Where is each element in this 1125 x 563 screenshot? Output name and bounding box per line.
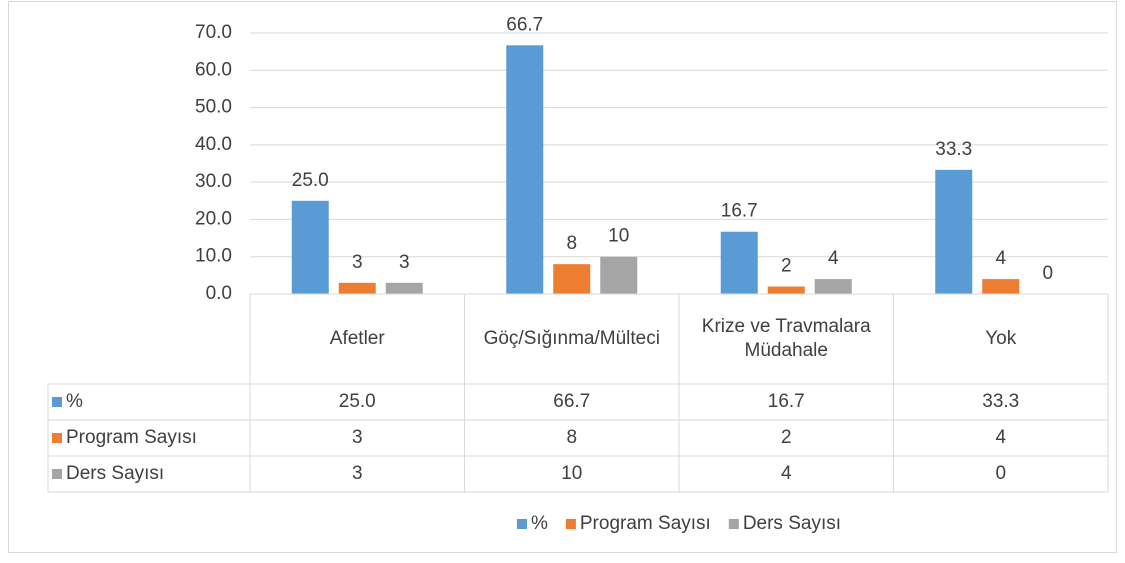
table-row-label: %	[66, 391, 83, 412]
y-tick-label: 0.0	[206, 283, 232, 304]
data-label: 3	[399, 252, 410, 273]
legend-label: %	[531, 513, 548, 534]
table-cell: 16.7	[768, 391, 805, 412]
data-label: 0	[1042, 263, 1053, 284]
x-tick-cell: Afetler	[329, 328, 385, 349]
table-cell: 3	[352, 427, 363, 448]
data-label: 4	[828, 248, 839, 269]
bar	[982, 279, 1020, 294]
legend-key	[52, 397, 62, 407]
bar	[814, 279, 852, 294]
y-tick-label: 10.0	[195, 246, 232, 267]
x-tick-cell: Yok	[985, 328, 1017, 349]
y-tick-label: 50.0	[195, 97, 232, 118]
bar	[553, 264, 591, 294]
legend-key	[516, 519, 527, 529]
table-cell: 10	[561, 463, 582, 484]
data-label: 66.7	[506, 14, 543, 35]
table-cell: 4	[995, 427, 1006, 448]
data-label: 10	[608, 226, 629, 247]
bar	[600, 256, 638, 294]
y-tick-label: 20.0	[195, 208, 232, 229]
legend: % Program Sayısı Ders Sayısı	[516, 513, 841, 534]
data-label: 2	[781, 256, 792, 277]
y-tick-label: 70.0	[195, 22, 232, 43]
x-tick-label: Krize ve Travmalara Müdahale	[701, 316, 871, 361]
bar	[338, 282, 376, 294]
table-cell: 8	[566, 427, 577, 448]
legend-key	[565, 519, 576, 529]
legend-label: Program Sayısı	[580, 513, 711, 534]
bar	[385, 282, 423, 294]
data-label: 8	[566, 233, 577, 254]
y-tick-label: 30.0	[195, 171, 232, 192]
table-row-label: Ders Sayısı	[66, 463, 164, 484]
table-cell: 25.0	[339, 391, 376, 412]
x-tick-cell: Göç/Sığınma/Mülteci	[483, 328, 660, 349]
legend-label: Ders Sayısı	[743, 513, 841, 534]
table-cell: 66.7	[553, 391, 590, 412]
x-tick-label: Göç/Sığınma/Mülteci	[483, 328, 660, 349]
bar	[935, 169, 973, 294]
data-label: 25.0	[292, 170, 329, 191]
legend-key	[52, 433, 62, 443]
table-cell: 3	[352, 463, 363, 484]
table-cell: 0	[995, 463, 1006, 484]
x-tick-label: Yok	[985, 328, 1017, 349]
data-label: 16.7	[721, 201, 758, 222]
table-cell: 33.3	[982, 391, 1019, 412]
table-cell: 4	[781, 463, 792, 484]
y-tick-label: 60.0	[195, 59, 232, 80]
table-cell: 2	[781, 427, 792, 448]
bar	[720, 231, 758, 294]
bar	[767, 286, 805, 294]
bar	[506, 45, 544, 294]
data-label: 3	[352, 252, 363, 273]
x-tick-cell: Krize ve Travmalara Müdahale	[701, 316, 871, 361]
data-label: 4	[995, 248, 1006, 269]
data-label: 33.3	[935, 139, 972, 160]
legend-key	[52, 469, 62, 479]
x-tick-label: Afetler	[329, 328, 385, 349]
y-tick-label: 40.0	[195, 134, 232, 155]
legend-key	[728, 519, 739, 529]
bar	[291, 200, 329, 294]
table-row-label: Program Sayısı	[66, 427, 197, 448]
